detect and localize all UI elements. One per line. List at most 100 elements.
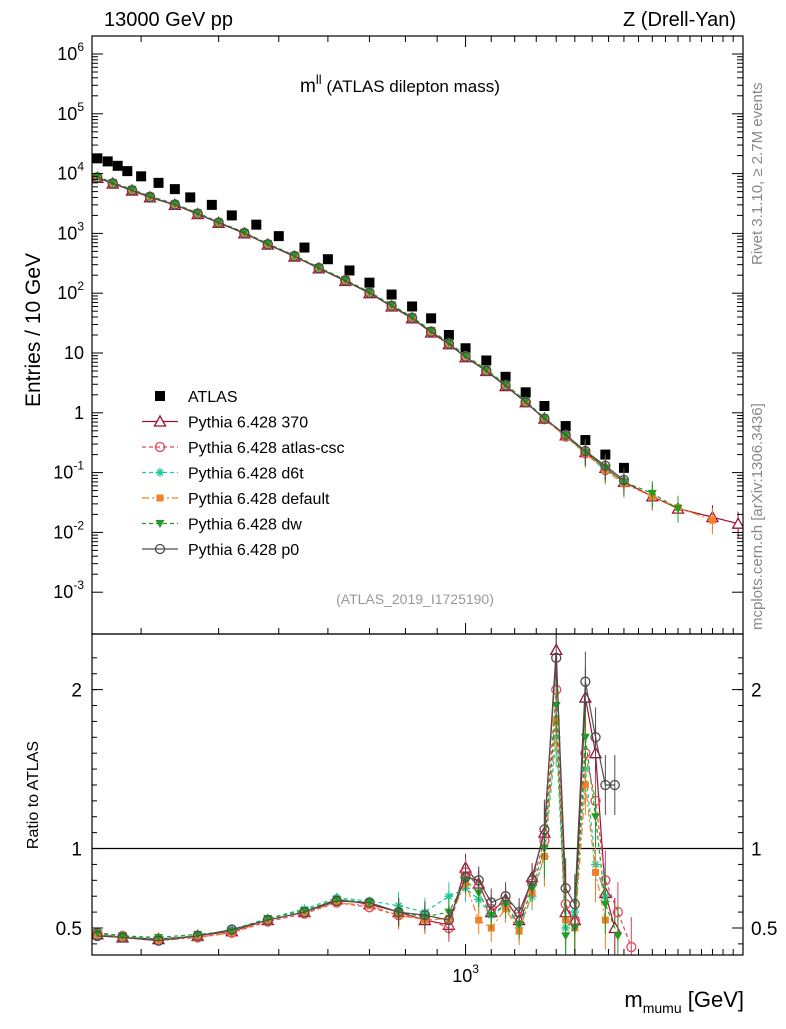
ratio-series-pythia-6-428-d6t — [92, 707, 610, 955]
legend-label: Pythia 6.428 dw — [188, 517, 302, 534]
data-point — [192, 208, 203, 219]
data-point — [443, 338, 455, 350]
ratio-point — [626, 941, 637, 953]
data-point — [600, 460, 611, 471]
legend-label: Pythia 6.428 atlas-csc — [188, 440, 345, 457]
data-point — [708, 516, 716, 524]
main-title-rest: (ATLAS dilepton mass) — [322, 77, 500, 96]
data-point — [206, 199, 217, 210]
y-tick-base: 10 — [53, 582, 73, 602]
y-tick-exponent: 5 — [77, 100, 84, 114]
ratio-point — [561, 932, 571, 941]
data-point — [647, 489, 657, 498]
y-tick-label: 1 — [74, 403, 84, 423]
ratio-point — [513, 906, 525, 918]
ratio-series-pythia-6-428-atlas-csc — [92, 659, 637, 955]
legend-label: ATLAS — [188, 389, 238, 406]
data-point — [618, 462, 629, 473]
main-ylabel: Entries / 10 GeV — [22, 253, 45, 407]
legend-entry-pythia-6-428-370: Pythia 6.428 370 — [142, 415, 308, 432]
y-tick-base: 10 — [57, 164, 77, 184]
legend-marker — [155, 520, 165, 528]
main-plot-marks — [92, 153, 743, 538]
ratio-point — [613, 932, 623, 941]
data-point — [112, 160, 123, 171]
ratio-point — [192, 930, 203, 942]
ratio-point — [486, 897, 497, 908]
legend-label: Pythia 6.428 d6t — [188, 466, 304, 483]
data-point — [407, 301, 418, 312]
ratio-point — [473, 875, 484, 886]
data-point — [340, 275, 351, 286]
xlabel: mmumu [GeV] — [624, 987, 744, 1016]
ratio-point — [500, 891, 511, 902]
data-point — [425, 326, 437, 338]
xlabel-rest: [GeV] — [682, 987, 744, 1012]
data-point — [561, 431, 571, 440]
ratio-y-tick-label-right: 0.5 — [751, 919, 777, 940]
data-point — [618, 474, 630, 486]
y-tick-label: 104 — [57, 160, 84, 184]
series-line-pythia-6-428-dw — [97, 175, 679, 510]
ratio-point — [560, 883, 571, 894]
ratio-y-tick-label: 0.5 — [56, 919, 82, 940]
ratio-point — [581, 781, 589, 789]
data-point — [299, 242, 310, 253]
series-atlas — [92, 153, 629, 473]
series-pythia-6-428-dw — [92, 172, 683, 523]
data-point — [500, 371, 511, 382]
legend-marker — [153, 414, 167, 427]
data-point — [539, 400, 550, 411]
data-point — [102, 156, 113, 167]
data-point — [520, 397, 531, 408]
ratio-y-tick-label: 2 — [71, 681, 82, 702]
data-point — [169, 184, 180, 195]
ratio-y-tick-label-right: 2 — [751, 681, 762, 702]
y-tick-exponent: -1 — [73, 459, 84, 473]
ratio-series-pythia-6-428-370 — [92, 634, 622, 955]
main-title: mll (ATLAS dilepton mass) — [300, 72, 500, 97]
y-tick-base: 10 — [57, 223, 77, 243]
data-point — [262, 239, 273, 250]
ratio-line-pythia-6-428-default — [97, 721, 606, 942]
legend-entry-pythia-6-428-dw: Pythia 6.428 dw — [142, 517, 302, 534]
ratio-point — [299, 906, 310, 918]
data-point — [251, 219, 262, 230]
data-point — [313, 263, 324, 274]
ratio-point — [332, 895, 342, 904]
series-line-pythia-6-428-d6t — [97, 176, 625, 485]
series-pythia-6-428-p0 — [92, 172, 630, 495]
main-title-main: m — [300, 76, 316, 97]
legend-marker — [155, 468, 165, 477]
y-tick-exponent: -3 — [73, 578, 84, 592]
series-pythia-6-428-370 — [92, 170, 743, 538]
x-tick-exponent: 3 — [472, 962, 479, 976]
data-point — [580, 445, 591, 457]
data-point — [461, 351, 471, 360]
data-point — [322, 254, 333, 265]
data-point — [226, 210, 237, 221]
header-right: Z (Drell-Yan) — [623, 9, 736, 31]
data-point — [386, 289, 397, 300]
ratio-point — [118, 932, 128, 941]
series-line-pythia-6-428-atlas-csc — [97, 176, 606, 471]
ratio-point — [193, 930, 203, 939]
data-point — [273, 231, 284, 242]
data-point — [169, 199, 181, 210]
y-tick-label: 105 — [57, 100, 84, 124]
analysis-watermark: (ATLAS_2019_I1725190) — [336, 591, 494, 607]
ratio-point — [539, 824, 550, 835]
data-point — [213, 217, 224, 228]
data-point — [501, 380, 511, 389]
ratio-line-pythia-6-428-370 — [97, 649, 616, 940]
ratio-point — [569, 898, 580, 910]
ratio-series-pythia-6-428-p0 — [92, 634, 620, 946]
ratio-point — [331, 895, 342, 907]
y-tick-base: 10 — [53, 463, 73, 483]
y-tick-base: 10 — [57, 104, 77, 124]
y-tick-label: 103 — [57, 219, 84, 243]
ratio-point — [590, 732, 601, 743]
data-point — [521, 397, 531, 406]
